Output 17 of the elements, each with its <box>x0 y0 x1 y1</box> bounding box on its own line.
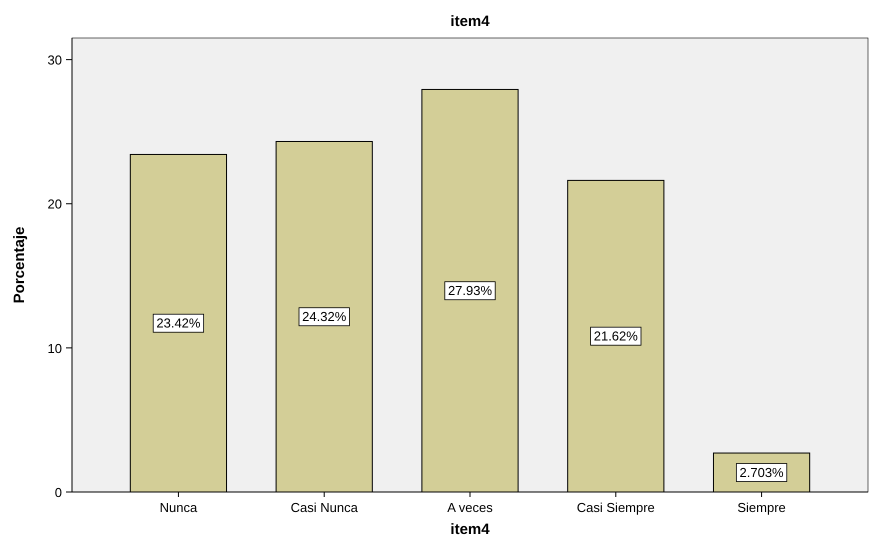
x-tick-label: Casi Siempre <box>576 500 655 515</box>
x-tick-label: Casi Nunca <box>290 500 359 515</box>
x-tick-label: Siempre <box>737 500 786 515</box>
x-tick-label: Nunca <box>160 500 198 515</box>
y-tick-label: 0 <box>54 485 62 500</box>
y-tick-label: 30 <box>48 52 62 68</box>
y-tick-label: 10 <box>48 340 62 356</box>
data-label: 23.42% <box>156 316 201 331</box>
x-tick-label: A veces <box>447 500 494 515</box>
chart-title: item4 <box>450 13 490 30</box>
data-label: 24.32% <box>302 309 347 324</box>
data-label: 2.703% <box>740 465 784 480</box>
y-tick-label: 20 <box>48 196 62 212</box>
x-axis-title: item4 <box>450 521 490 538</box>
data-label: 21.62% <box>594 328 638 344</box>
y-axis-title: Porcentaje <box>11 226 28 304</box>
data-label: 27.93% <box>448 283 492 298</box>
